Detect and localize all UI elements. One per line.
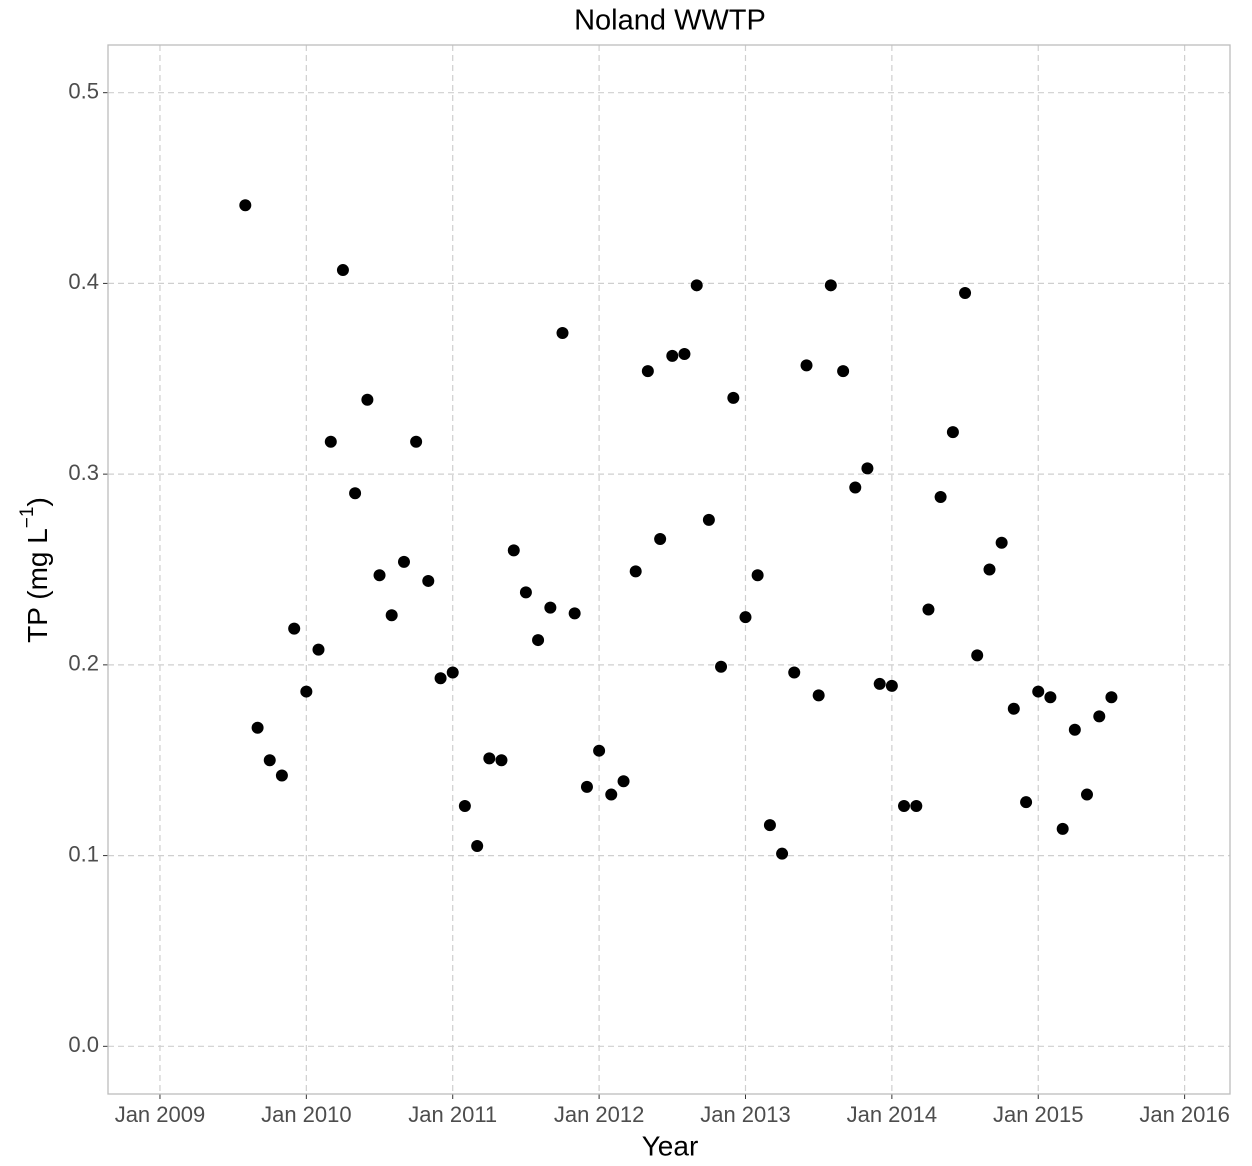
point (410, 435, 423, 448)
point (983, 563, 996, 576)
point (690, 279, 703, 292)
x-tick-label: Jan 2014 (847, 1102, 938, 1127)
point (385, 609, 398, 622)
point (373, 569, 386, 582)
point (1093, 710, 1106, 723)
point (885, 679, 898, 692)
point (910, 800, 923, 813)
chart-title: Noland WWTP (574, 5, 766, 37)
point (995, 536, 1008, 549)
y-tick-label: 0.4 (68, 269, 99, 294)
point (568, 607, 581, 620)
point (397, 555, 410, 568)
point (1032, 685, 1045, 698)
point (617, 775, 630, 788)
point (654, 532, 667, 545)
x-tick-label: Jan 2013 (700, 1102, 791, 1127)
point (971, 649, 984, 662)
point (556, 326, 569, 339)
point (727, 391, 740, 404)
point (580, 780, 593, 793)
point (1105, 691, 1118, 704)
point (275, 769, 288, 782)
point (922, 603, 935, 616)
point (788, 666, 801, 679)
point (739, 611, 752, 624)
y-label-text: TP (mg L (22, 528, 53, 643)
point (361, 393, 374, 406)
point (849, 481, 862, 494)
point (495, 754, 508, 767)
point (678, 347, 691, 360)
y-label-suffix: ) (22, 497, 53, 506)
point (934, 491, 947, 504)
y-tick-label: 0.1 (68, 841, 99, 866)
point (507, 544, 520, 557)
x-tick-label: Jan 2012 (554, 1102, 645, 1127)
point (629, 565, 642, 578)
point (702, 513, 715, 526)
x-tick-label: Jan 2010 (261, 1102, 352, 1127)
y-label-sup: −1 (17, 507, 38, 529)
point (776, 847, 789, 860)
point (946, 426, 959, 439)
y-tick-label: 0.5 (68, 78, 99, 103)
x-tick-label: Jan 2009 (115, 1102, 206, 1127)
point (861, 462, 874, 475)
point (422, 574, 435, 587)
plot-border (107, 44, 1231, 1095)
point (715, 660, 728, 673)
point (458, 800, 471, 813)
point (763, 819, 776, 832)
point (312, 643, 325, 656)
point (1080, 788, 1093, 801)
point (483, 752, 496, 765)
point (837, 365, 850, 378)
point (434, 672, 447, 685)
point (471, 840, 484, 853)
point (336, 264, 349, 277)
point (800, 359, 813, 372)
point (593, 744, 606, 757)
point (812, 689, 825, 702)
point (239, 199, 252, 212)
point (641, 365, 654, 378)
point (519, 586, 532, 599)
y-axis-label: TP (mg L−1) (17, 497, 53, 643)
point (605, 788, 618, 801)
point (324, 435, 337, 448)
point (544, 601, 557, 614)
x-tick-label: Jan 2011 (408, 1102, 497, 1127)
x-tick-label: Jan 2015 (993, 1102, 1084, 1127)
point (446, 666, 459, 679)
point (824, 279, 837, 292)
point (751, 569, 764, 582)
point (300, 685, 313, 698)
point (959, 286, 972, 299)
y-tick-label: 0.2 (68, 651, 99, 676)
point (263, 754, 276, 767)
point (1007, 702, 1020, 715)
x-tick-label: Jan 2016 (1139, 1102, 1230, 1127)
y-tick-label: 0.0 (68, 1032, 99, 1057)
point (349, 487, 362, 500)
point (251, 721, 264, 734)
point (873, 677, 886, 690)
point (288, 622, 301, 635)
point (532, 634, 545, 647)
y-tick-label: 0.3 (68, 460, 99, 485)
point (1044, 691, 1057, 704)
point (1068, 723, 1081, 736)
x-axis-label: Year (642, 1130, 699, 1161)
point (1056, 822, 1069, 835)
point (898, 800, 911, 813)
point (666, 349, 679, 362)
point (1020, 796, 1033, 809)
